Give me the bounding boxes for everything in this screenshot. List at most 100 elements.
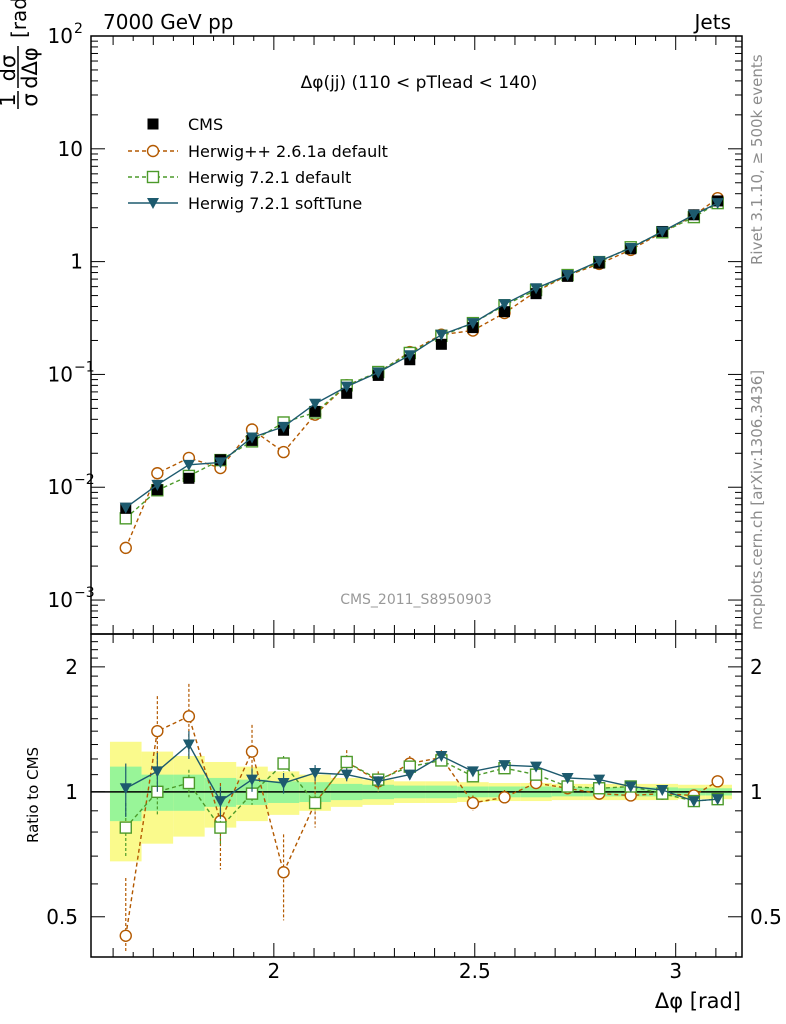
- marker-square-filled: [499, 306, 511, 318]
- ratio-y-tick-label: 0.5: [46, 905, 78, 929]
- ratio-y-tick-label-right: 0.5: [750, 905, 782, 929]
- legend-label: Herwig 7.2.1 default: [188, 168, 351, 187]
- header-right: Jets: [693, 10, 731, 34]
- marker-circle: [151, 467, 164, 480]
- marker-circle: [146, 144, 160, 158]
- marker-triangle: [530, 283, 543, 295]
- ratio-y-tick-label: 1: [65, 780, 78, 804]
- marker-square-open: [182, 776, 196, 790]
- marker-circle: [119, 541, 132, 555]
- marker-triangle: [246, 774, 259, 786]
- y-tick-label: 10: [48, 362, 73, 386]
- marker-circle: [182, 710, 196, 723]
- marker-square-open: [119, 821, 132, 834]
- legend-item: Herwig 7.2.1 softTune: [128, 194, 362, 213]
- marker-circle: [245, 745, 259, 758]
- marker-triangle: [593, 774, 606, 786]
- ratio-line: [125, 743, 718, 803]
- x-tick-label: 2.5: [459, 959, 491, 983]
- x-tick-label: 3: [669, 959, 682, 983]
- marker-triangle: [466, 318, 479, 330]
- marker-triangle: [277, 778, 290, 790]
- marker-triangle: [498, 760, 511, 772]
- y-tick-label: 10: [48, 475, 73, 499]
- side-text-bottom: mcplots.cern.ch [arXiv:1306.3436]: [748, 370, 766, 630]
- ratio-y-tick-label-right: 1: [750, 780, 763, 804]
- marker-triangle: [435, 329, 448, 341]
- marker-triangle: [403, 350, 416, 362]
- marker-triangle: [687, 209, 700, 221]
- marker-square-open: [146, 170, 160, 184]
- series-triangle-solid: [119, 198, 724, 514]
- marker-triangle: [561, 772, 574, 784]
- marker-triangle: [466, 766, 479, 778]
- y-tick-label-exp: −3: [74, 585, 95, 601]
- marker-circle: [277, 866, 290, 879]
- marker-square-open: [214, 821, 227, 834]
- marker-circle: [498, 791, 511, 804]
- ratio-frame: [90, 633, 743, 958]
- marker-square-open: [119, 512, 132, 525]
- marker-square-open: [308, 796, 322, 810]
- marker-square-open: [340, 755, 353, 769]
- marker-triangle: [214, 457, 227, 469]
- marker-square-filled: [183, 472, 195, 484]
- marker-triangle: [119, 783, 132, 795]
- header-left: 7000 GeV pp: [103, 10, 234, 34]
- legend-label: Herwig++ 2.6.1a default: [188, 142, 388, 161]
- marker-triangle: [119, 502, 132, 514]
- marker-square-filled: [309, 405, 321, 417]
- marker-triangle: [711, 198, 724, 210]
- marker-triangle: [435, 750, 448, 762]
- marker-square-filled: [435, 338, 447, 350]
- y-tick-label-exp: 2: [74, 21, 83, 37]
- marker-triangle: [687, 796, 700, 808]
- ratio-series-triangle-solid: [119, 731, 724, 817]
- marker-triangle: [182, 459, 195, 471]
- y-tick-label: 10: [58, 137, 83, 161]
- y-tick-label: 10: [48, 588, 73, 612]
- legend-item: Herwig++ 2.6.1a default: [128, 142, 388, 161]
- ylabel-den2: dΔφ: [18, 47, 42, 89]
- marker-triangle: [182, 739, 195, 751]
- legend: CMS Herwig++ 2.6.1a default Herwig 7.2.1 d…: [128, 115, 388, 213]
- y-axis-label: 1 σ dσ dΔφ [rad⁻¹]: [0, 0, 42, 109]
- marker-triangle: [147, 198, 159, 209]
- y-tick-label: 10: [48, 24, 73, 48]
- watermark: CMS_2011_S8950903: [340, 592, 492, 608]
- marker-square-open: [277, 757, 290, 770]
- marker-triangle: [530, 761, 543, 773]
- x-axis-label: Δφ [rad]: [655, 989, 741, 1013]
- marker-triangle: [403, 769, 416, 781]
- marker-triangle: [624, 781, 637, 793]
- legend-item: CMS: [147, 115, 223, 134]
- legend-label: CMS: [188, 115, 223, 134]
- y-tick-label-exp: −1: [74, 359, 95, 375]
- marker-triangle: [309, 768, 322, 780]
- legend-item: Herwig 7.2.1 default: [128, 168, 351, 187]
- ratio-y-tick-label: 2: [65, 655, 78, 679]
- ratio-series-layer: [119, 683, 724, 953]
- marker-triangle: [340, 769, 353, 781]
- x-tick-label: 2: [267, 959, 280, 983]
- marker-triangle: [277, 421, 290, 433]
- marker-square-filled: [147, 118, 159, 130]
- chart-title: Δφ(jj) (110 < pTlead < 140): [301, 73, 538, 93]
- marker-triangle: [498, 299, 511, 311]
- ylabel-unit: [rad⁻¹]: [7, 0, 31, 38]
- marker-square-filled: [341, 387, 353, 399]
- marker-circle: [466, 796, 480, 810]
- marker-triangle: [246, 432, 259, 444]
- marker-triangle: [151, 479, 164, 491]
- side-text-top: Rivet 3.1.10, ≥ 500k events: [748, 54, 766, 265]
- marker-triangle: [309, 398, 322, 410]
- marker-triangle: [372, 367, 385, 379]
- ylabel-num2: dσ: [0, 55, 20, 82]
- marker-triangle: [214, 796, 227, 808]
- ratio-line: [125, 715, 718, 936]
- ratio-ylabel: Ratio to CMS: [24, 747, 42, 843]
- y-tick-label: 1: [70, 250, 83, 274]
- marker-circle: [151, 724, 164, 738]
